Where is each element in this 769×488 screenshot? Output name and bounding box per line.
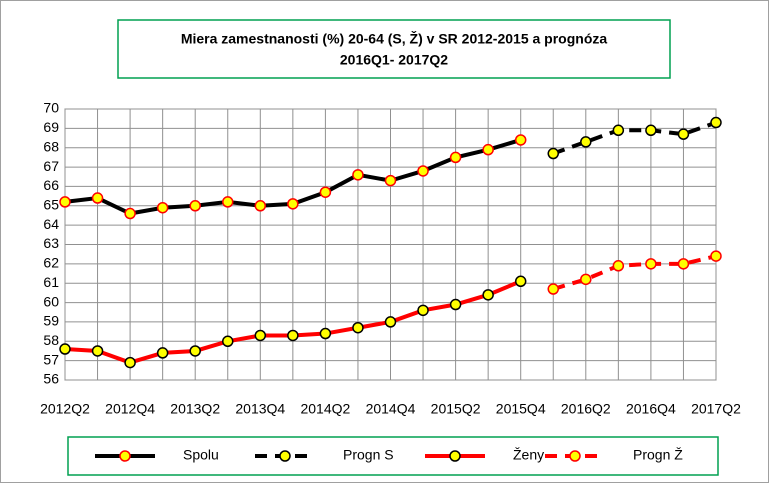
data-point bbox=[156, 347, 169, 359]
y-tick-label: 67 bbox=[43, 158, 59, 174]
data-point bbox=[384, 316, 397, 328]
data-point bbox=[91, 192, 104, 204]
data-point bbox=[580, 136, 592, 148]
x-tick-label: 2014Q2 bbox=[300, 401, 350, 417]
data-point bbox=[449, 151, 462, 164]
x-tick-label: 2016Q2 bbox=[561, 401, 611, 417]
data-point bbox=[384, 174, 397, 187]
data-point bbox=[319, 327, 332, 340]
title-box bbox=[117, 19, 671, 79]
x-tick-label: 2013Q4 bbox=[235, 401, 285, 417]
data-point bbox=[124, 207, 136, 220]
y-tick-label: 69 bbox=[43, 119, 59, 135]
data-point bbox=[514, 275, 527, 288]
data-point bbox=[352, 321, 364, 334]
legend-label: Spolu bbox=[183, 447, 219, 463]
legend-box bbox=[67, 436, 719, 476]
data-point bbox=[612, 124, 625, 137]
data-point bbox=[677, 128, 690, 140]
x-tick-label: 2012Q4 bbox=[105, 401, 155, 417]
data-point bbox=[482, 143, 494, 156]
y-tick-label: 68 bbox=[43, 138, 59, 154]
y-tick-label: 61 bbox=[43, 274, 59, 290]
data-point bbox=[710, 250, 722, 262]
x-tick-label: 2015Q4 bbox=[496, 401, 546, 417]
y-tick-label: 60 bbox=[43, 293, 59, 309]
legend-marker bbox=[449, 450, 461, 462]
legend-label: Progn Ž bbox=[633, 447, 683, 463]
data-point bbox=[189, 200, 201, 212]
data-point bbox=[222, 335, 234, 348]
chart-title: 2016Q1- 2017Q2 bbox=[340, 52, 448, 68]
y-tick-label: 70 bbox=[43, 100, 59, 116]
y-tick-label: 62 bbox=[43, 255, 59, 271]
legend-marker bbox=[119, 450, 131, 462]
y-tick-label: 65 bbox=[43, 196, 59, 212]
x-tick-label: 2013Q2 bbox=[170, 401, 220, 417]
data-point bbox=[287, 198, 299, 210]
chart-title: Miera zamestnanosti (%) 20-64 (S, Ž) v S… bbox=[181, 30, 608, 47]
data-point bbox=[710, 116, 722, 129]
data-point bbox=[352, 169, 364, 181]
data-point bbox=[156, 201, 169, 214]
y-tick-label: 63 bbox=[43, 235, 59, 251]
data-point bbox=[319, 186, 332, 198]
y-tick-label: 57 bbox=[43, 351, 59, 367]
data-point bbox=[645, 258, 657, 270]
data-point bbox=[417, 165, 429, 177]
data-point bbox=[222, 196, 234, 208]
data-point bbox=[254, 200, 267, 212]
data-point bbox=[254, 329, 267, 342]
data-point bbox=[59, 343, 71, 355]
data-point bbox=[124, 356, 136, 369]
y-tick-label: 66 bbox=[43, 177, 59, 193]
data-point bbox=[580, 273, 592, 286]
y-tick-label: 58 bbox=[43, 332, 59, 348]
data-point bbox=[449, 298, 462, 311]
data-point bbox=[677, 258, 690, 270]
y-tick-label: 56 bbox=[43, 371, 59, 387]
data-point bbox=[59, 196, 71, 208]
data-point bbox=[547, 283, 559, 295]
data-point bbox=[514, 134, 527, 146]
x-tick-label: 2012Q2 bbox=[40, 401, 90, 417]
legend-marker bbox=[569, 450, 581, 462]
legend-label: Progn S bbox=[343, 447, 394, 463]
x-tick-label: 2014Q4 bbox=[366, 401, 416, 417]
data-point bbox=[189, 345, 201, 357]
x-tick-label: 2015Q2 bbox=[431, 401, 481, 417]
data-point bbox=[417, 304, 429, 317]
data-point bbox=[612, 260, 625, 272]
y-tick-label: 59 bbox=[43, 313, 59, 329]
series-line bbox=[552, 120, 717, 156]
y-tick-label: 64 bbox=[43, 216, 59, 232]
legend-label: Ženy bbox=[513, 447, 544, 463]
data-point bbox=[645, 124, 657, 137]
data-point bbox=[91, 345, 104, 357]
x-tick-label: 2016Q4 bbox=[626, 401, 676, 417]
data-point bbox=[287, 329, 299, 342]
x-tick-label: 2017Q2 bbox=[691, 401, 741, 417]
legend-marker bbox=[279, 450, 291, 462]
data-point bbox=[482, 289, 494, 301]
data-point bbox=[547, 147, 559, 160]
